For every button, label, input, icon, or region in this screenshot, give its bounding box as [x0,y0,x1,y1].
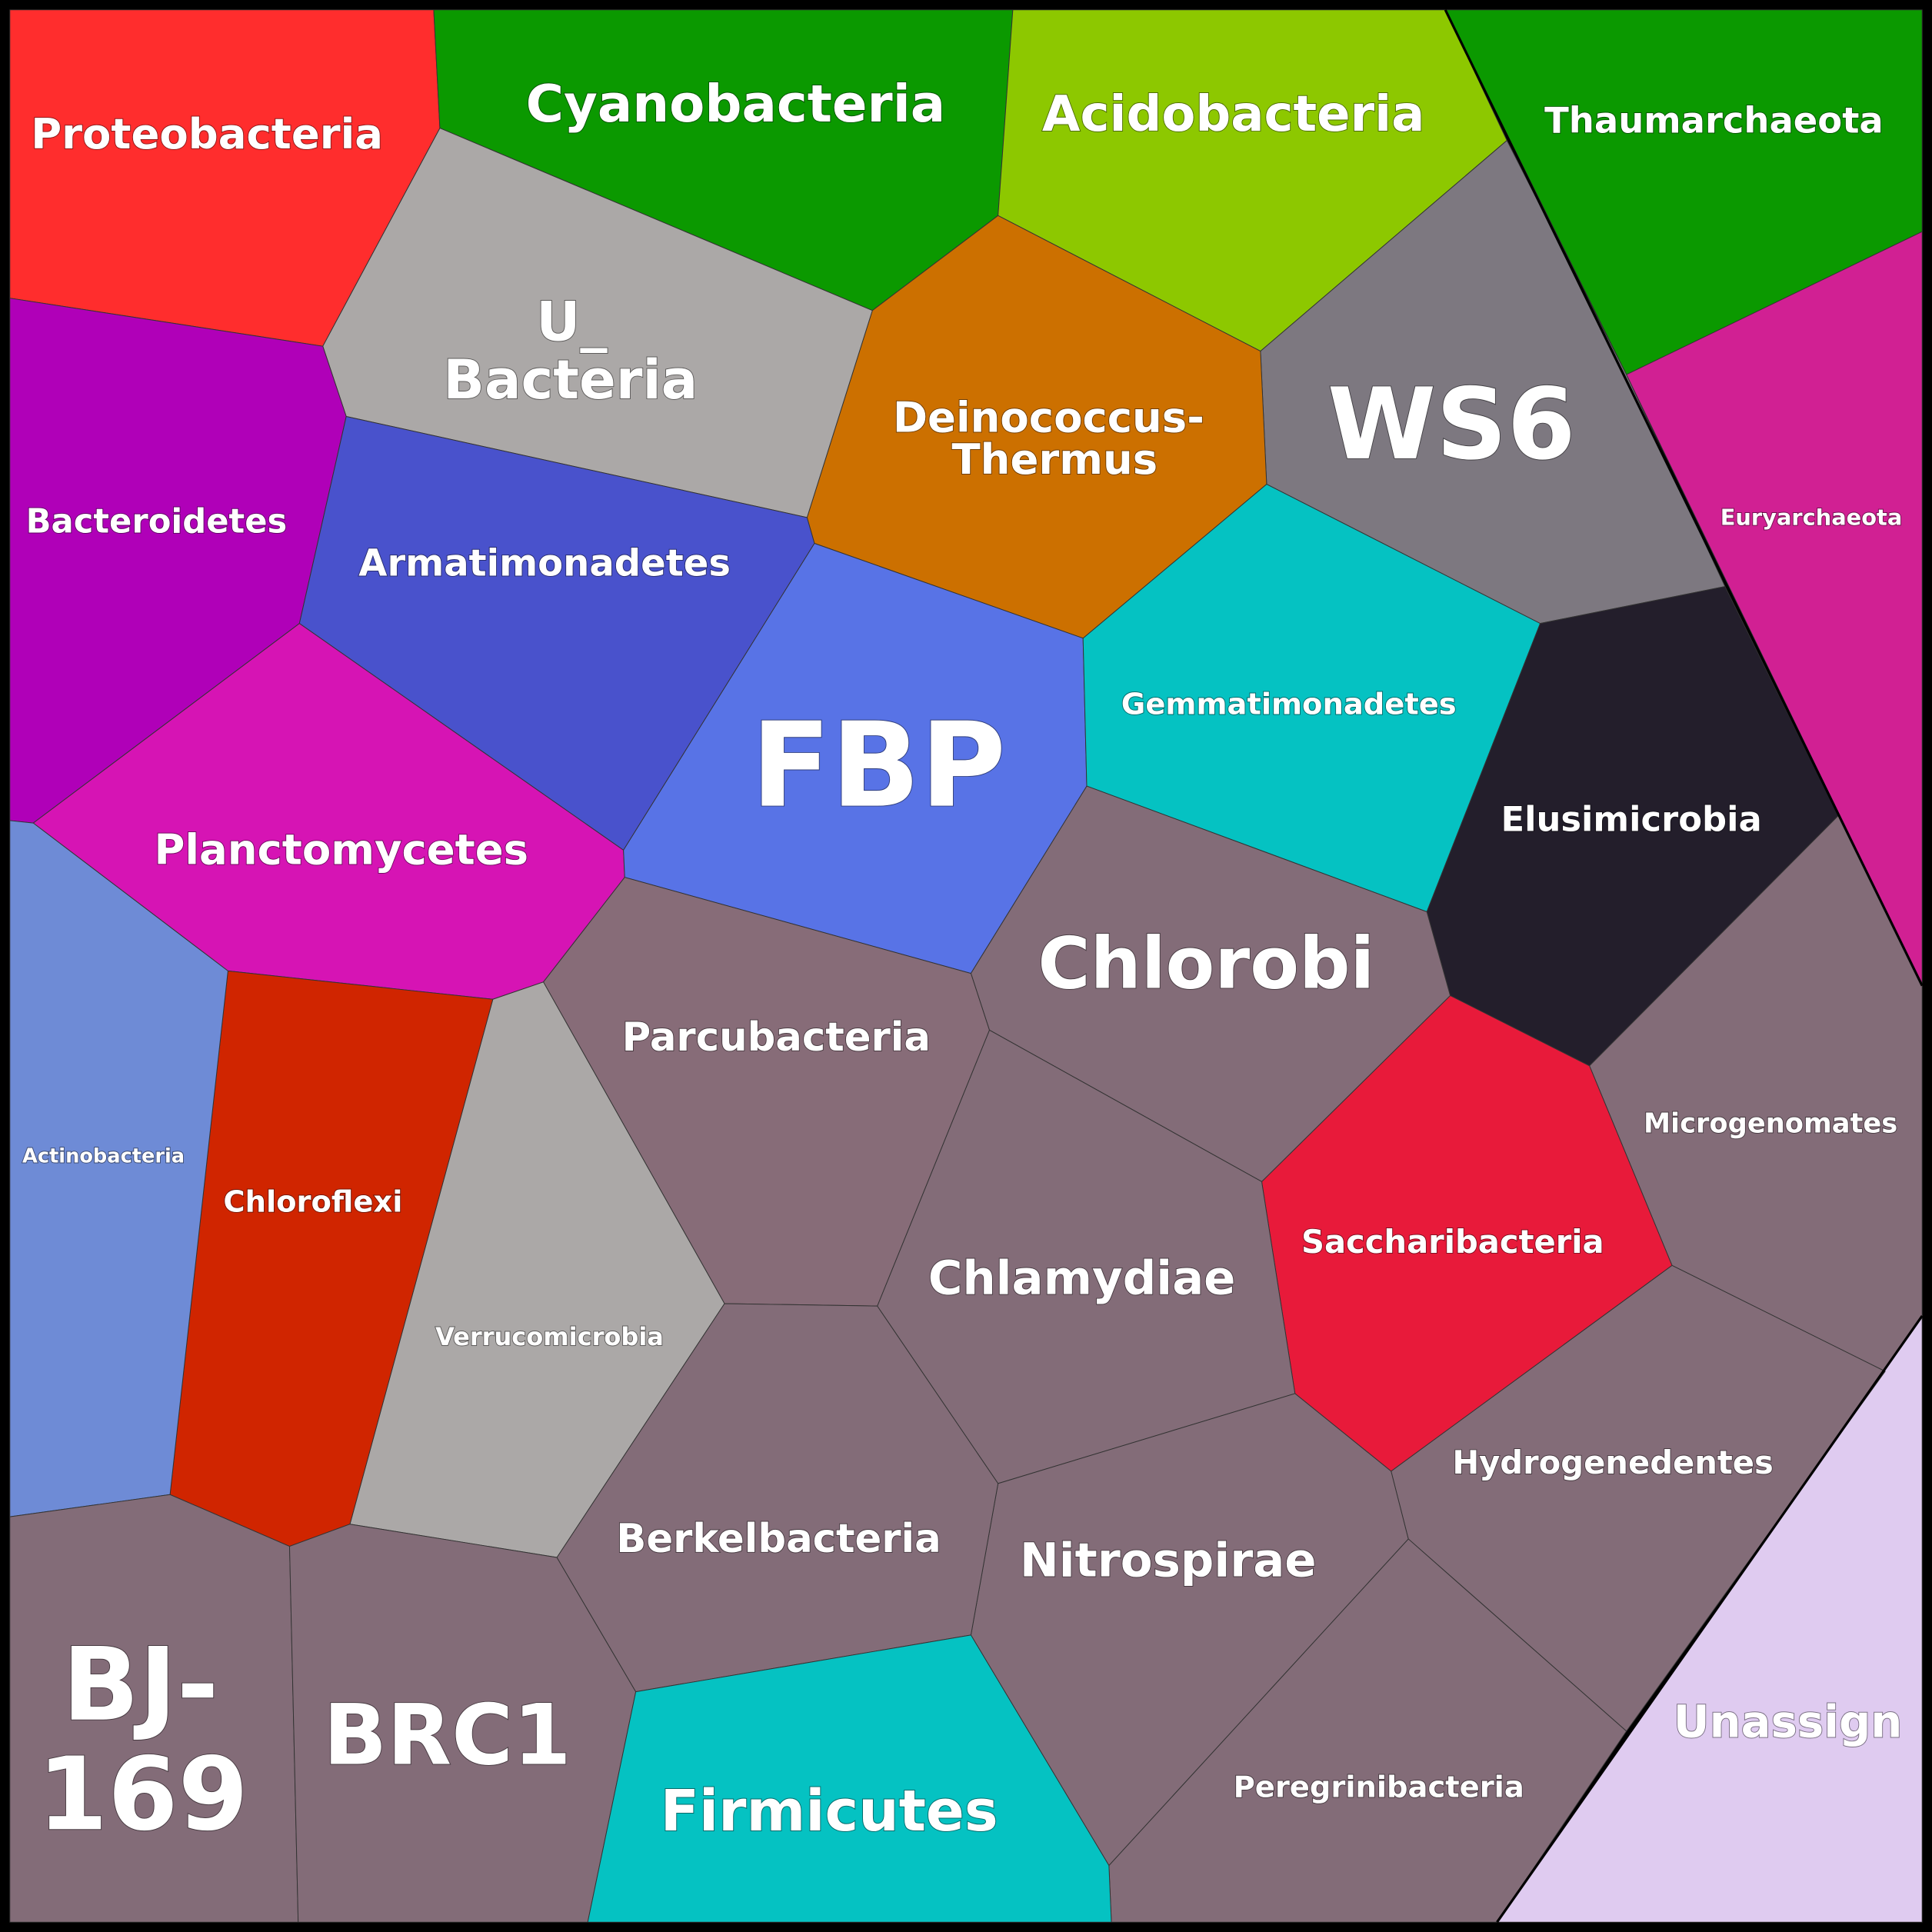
cell-label: Chlamydiae [928,1251,1236,1306]
cell-label: 169 [38,1735,248,1853]
cell-label: Planctomycetes [154,825,528,874]
cell-label: Bacteria [443,348,698,411]
cell-label: U_ [536,290,608,353]
cell-label: Elusimicrobia [1501,799,1761,840]
cell-label: Nitrospirae [1020,1534,1317,1588]
cell-label: Verrucomicrobia [435,1322,664,1351]
cell-label: Proteobacteria [31,109,383,158]
cell-label: Cyanobacteria [526,74,946,134]
cell-label: Acidobacteria [1042,86,1424,143]
cell-label: FBP [751,698,1007,834]
cell-label: Euryarchaeota [1720,504,1903,530]
cell-label: Parcubacteria [622,1014,931,1061]
cell-label: Saccharibacteria [1301,1223,1604,1261]
cell-label: WS6 [1327,368,1576,482]
cell-label: BRC1 [323,1686,571,1784]
cell-label: Chloroflexi [223,1185,402,1220]
cell-label: Gemmatimonadetes [1121,687,1457,721]
cell-label: Microgenomates [1644,1108,1897,1140]
cell-label: Berkelbacteria [616,1516,941,1562]
divider [1444,9,1924,987]
cell-label: BJ- [62,1626,219,1744]
cell-label: Armatimonadetes [358,541,731,585]
cell-label: Deinococcus- [893,392,1204,441]
divider [1496,1315,1924,1924]
cell-label: Actinobacteria [22,1144,185,1168]
cell-label: Chlorobi [1038,922,1374,1005]
cell-label: Bacteroidetes [26,502,288,541]
cell-label: Thermus [952,435,1158,484]
cell [587,1634,1112,1923]
cell-label: Hydrogenedentes [1452,1444,1774,1481]
cell-label: Peregrinibacteria [1234,1770,1524,1805]
cell [1626,231,1923,986]
cells [9,9,1924,1924]
cell-label: Thaumarchaeota [1544,100,1884,142]
cell [9,820,228,1517]
cell-label: Firmicutes [661,1779,998,1844]
labels: Proteobacteria Cyanobacteria Acidobacter… [22,73,1903,1854]
cell-label: Unassign [1674,1695,1903,1747]
